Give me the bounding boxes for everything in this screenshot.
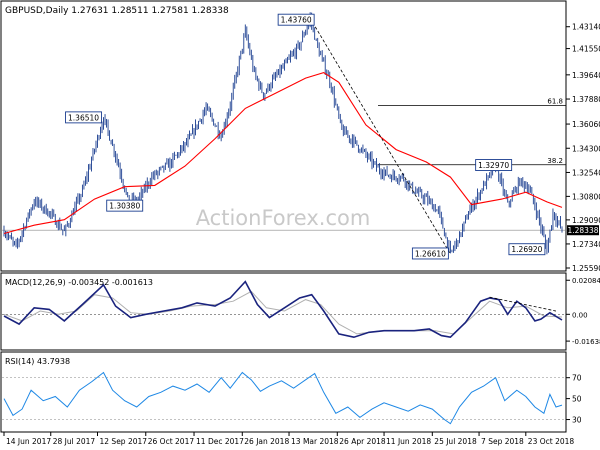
- macd-line: [3, 280, 563, 339]
- trend-line: [309, 17, 451, 255]
- price-label: 1.36510: [68, 113, 99, 122]
- price-panel: GBPUSD,Daily 1.27631 1.28511 1.27581 1.2…: [0, 0, 600, 273]
- y-tick-label: 1.41550: [572, 45, 600, 54]
- x-tick-label: 7 Sep 2018: [481, 437, 524, 446]
- rsi-title: RSI(14) 43.7938: [5, 357, 70, 366]
- price-label-box: [65, 111, 102, 124]
- price-label-box: [106, 199, 144, 212]
- price-label-box: [508, 243, 546, 256]
- x-tick-label: 26 Oct 2017: [148, 437, 195, 446]
- y-tick-label: 1.32540: [572, 168, 600, 177]
- macd-divergence-line: [489, 296, 557, 312]
- x-tick-label: 12 Sep 2017: [100, 437, 148, 446]
- price-label: 1.32970: [478, 161, 509, 170]
- rsi-line: [3, 371, 563, 425]
- moving-average-line: [3, 71, 563, 235]
- price-label: 1.26610: [415, 249, 446, 258]
- fib-level-label: 61.8: [547, 98, 563, 106]
- price-label: 1.26920: [511, 245, 542, 254]
- x-tick-label: 28 Jul 2017: [53, 437, 96, 446]
- price-panel-frame: [0, 0, 567, 272]
- watermark: ActionForex.com: [196, 206, 371, 230]
- y-tick-label: 1.37880: [572, 95, 600, 104]
- price-label: 1.30380: [109, 202, 140, 211]
- y-tick-label: 1.30800: [572, 192, 600, 201]
- y-tick-label: 1.36060: [572, 120, 600, 129]
- macd-signal-line: [3, 290, 563, 335]
- y-tick-label: 1.39640: [572, 71, 600, 80]
- price-label-box: [411, 247, 449, 260]
- macd-y-tick-label: -0.016389: [572, 338, 600, 346]
- y-tick-label: 1.25590: [572, 264, 600, 273]
- y-tick-label: 1.27340: [572, 240, 600, 249]
- x-tick-label: 23 Oct 2018: [528, 437, 575, 446]
- symbol-info: GBPUSD,Daily 1.27631 1.28511 1.27581 1.2…: [5, 6, 229, 16]
- y-tick-label: 1.34300: [572, 144, 600, 153]
- y-tick-label: 1.29090: [572, 216, 600, 225]
- macd-y-tick-label: 0.00: [572, 311, 588, 319]
- rsi-panel-frame: [0, 351, 567, 433]
- rsi-y-tick-label: 30: [572, 416, 582, 425]
- x-tick-label: 11 Jun 2018: [386, 437, 431, 446]
- macd-panel-frame: [0, 272, 567, 351]
- macd-y-tick-label: 0.020848: [572, 277, 600, 285]
- x-tick-label: 25 Jul 2018: [434, 437, 477, 446]
- current-price-label: 1.28338: [567, 226, 598, 235]
- x-tick-label: 26 Jan 2018: [244, 437, 289, 446]
- price-label-box: [475, 159, 513, 171]
- x-tick-label: 26 Apr 2018: [339, 437, 386, 446]
- current-price-tag: [567, 225, 599, 236]
- rsi-y-tick-label: 50: [572, 395, 582, 404]
- rsi-panel: RSI(14) 43.7938 70 50 30: [0, 351, 582, 433]
- x-tick-label: 11 Dec 2017: [196, 437, 244, 446]
- x-tick-label: 13 Mar 2018: [291, 437, 339, 446]
- y-tick-label: 1.43140: [572, 23, 600, 32]
- rsi-y-tick-label: 70: [572, 374, 582, 383]
- price-label: 1.43760: [281, 16, 312, 25]
- x-tick-label: 14 Jun 2017: [6, 437, 51, 446]
- macd-title: MACD(12,26,9) -0.003452 -0.001613: [5, 278, 153, 287]
- price-label-box: [277, 13, 315, 26]
- fib-level-label: 38.2: [547, 157, 563, 165]
- macd-panel: MACD(12,26,9) -0.003452 -0.001613 0.0208…: [0, 272, 600, 351]
